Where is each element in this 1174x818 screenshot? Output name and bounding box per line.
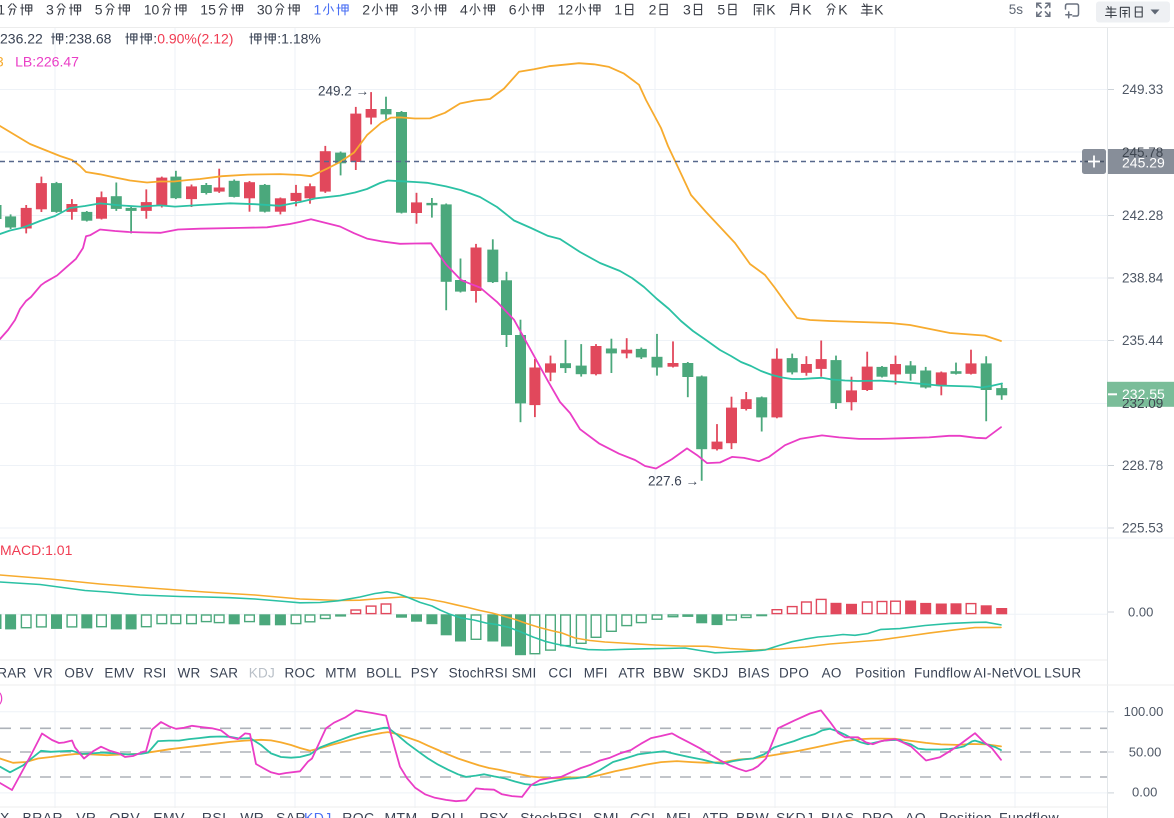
svg-text:OBV: OBV [64,665,93,680]
svg-text:WR: WR [178,665,201,680]
svg-text:SAR: SAR [210,665,239,680]
svg-text:15: 15 [200,2,216,18]
svg-text:DPO: DPO [862,810,894,818]
svg-text:Position: Position [939,810,992,818]
svg-text:MACD:1.01: MACD:1.01 [0,542,73,558]
svg-text:5: 5 [717,2,725,18]
svg-text:SKDJ: SKDJ [776,810,813,818]
svg-text:StochRSI: StochRSI [449,665,508,680]
svg-text:VR: VR [34,665,53,680]
svg-text:5: 5 [95,2,103,18]
svg-text:MFI: MFI [666,810,691,818]
svg-text:249.33: 249.33 [1122,82,1163,97]
svg-text:228.78: 228.78 [1122,458,1163,473]
svg-text:245.29: 245.29 [1122,154,1165,170]
svg-text:0.90%(2.12): 0.90%(2.12) [157,31,233,47]
svg-text:3: 3 [411,2,419,18]
svg-text:BIAS: BIAS [821,810,855,818]
svg-text:MTM: MTM [325,665,357,680]
svg-text:PSY: PSY [411,665,439,680]
svg-text:227.6 →: 227.6 → [648,474,699,489]
svg-text:BIAS: BIAS [738,665,770,680]
svg-text:MTM: MTM [385,810,418,818]
svg-text:242.28: 242.28 [1122,208,1163,223]
svg-text::238.68: :238.68 [65,31,112,47]
svg-text:CCI: CCI [630,810,655,818]
svg-text::: : [153,31,157,47]
svg-text:BOLL: BOLL [366,665,402,680]
svg-text:1: 1 [614,2,622,18]
svg-text:K: K [766,2,776,18]
svg-text:3: 3 [46,2,54,18]
svg-text:2: 2 [362,2,370,18]
svg-text:AO: AO [822,665,842,680]
svg-text:ATR: ATR [618,665,645,680]
svg-text:245.78: 245.78 [1122,145,1163,160]
svg-text:236.22: 236.22 [0,31,43,47]
svg-text:50.00: 50.00 [1129,744,1162,759]
svg-text:0.00: 0.00 [1128,605,1153,620]
svg-text:SKDJ: SKDJ [693,665,729,680]
svg-text:PSY: PSY [479,810,508,818]
svg-text:4: 4 [460,2,468,18]
svg-text:249.2 →: 249.2 → [318,84,369,99]
svg-text:WR: WR [240,810,264,818]
svg-text:X: X [0,810,10,818]
svg-text:K: K [802,2,812,18]
svg-text::1.18%: :1.18% [277,31,321,47]
svg-text:KDJ: KDJ [249,665,275,680]
svg-text:LB:226.47: LB:226.47 [15,54,79,70]
svg-text:OBV: OBV [109,810,140,818]
svg-text:Position: Position [855,665,905,680]
svg-text:RSI: RSI [143,665,166,680]
svg-text:Fundflow: Fundflow [999,810,1059,818]
svg-text:3: 3 [683,2,691,18]
svg-text:EMV: EMV [153,810,185,818]
svg-text:232.55: 232.55 [1122,386,1165,402]
svg-text:1: 1 [314,2,322,18]
svg-text:BBW: BBW [736,810,769,818]
svg-text:6: 6 [509,2,517,18]
svg-text:EMV: EMV [104,665,134,680]
svg-text:10: 10 [144,2,160,18]
svg-text:30: 30 [257,2,273,18]
svg-text:): ) [0,689,3,705]
svg-text:Fundflow: Fundflow [914,665,971,680]
svg-text:BRAR: BRAR [23,810,64,818]
svg-text:100.00: 100.00 [1124,704,1164,719]
svg-text:232.09: 232.09 [1122,396,1163,411]
svg-text:225.53: 225.53 [1122,521,1163,536]
svg-text:BRAR: BRAR [0,665,27,680]
svg-text:AI-NetVOL: AI-NetVOL [974,665,1042,680]
svg-text:AO: AO [905,810,926,818]
svg-text:DPO: DPO [779,665,809,680]
svg-text:K: K [838,2,848,18]
svg-text:SMI: SMI [593,810,619,818]
svg-text:238.84: 238.84 [1122,271,1164,286]
svg-text:ROC: ROC [342,810,374,818]
svg-text:12: 12 [558,2,574,18]
svg-text:1: 1 [0,2,5,18]
svg-text:SAR: SAR [276,810,306,818]
svg-text:2: 2 [649,2,657,18]
svg-text:LSUR: LSUR [1044,665,1081,680]
svg-text:K: K [874,2,884,18]
svg-text:CCI: CCI [548,665,572,680]
svg-text:BBW: BBW [653,665,685,680]
svg-text:BOLL: BOLL [431,810,468,818]
svg-text:StochRSI: StochRSI [520,810,582,818]
svg-text:KDJ: KDJ [304,810,332,818]
svg-text:RSI: RSI [202,810,227,818]
svg-text:5s: 5s [1009,2,1024,17]
svg-text:ROC: ROC [285,665,316,680]
svg-text:3: 3 [0,54,4,70]
svg-text:SMI: SMI [512,665,537,680]
svg-text:VR: VR [76,810,96,818]
svg-text:ATR: ATR [701,810,729,818]
svg-text:235.44: 235.44 [1122,333,1164,348]
svg-text:MFI: MFI [584,665,608,680]
svg-text:0.00: 0.00 [1132,785,1157,800]
